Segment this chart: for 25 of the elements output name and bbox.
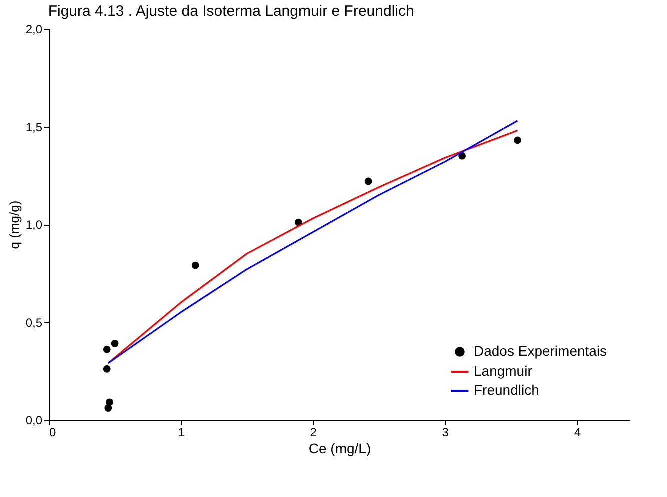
- y-tick-label: 2,0: [26, 22, 43, 36]
- point: [514, 136, 522, 144]
- x-tick-label: 4: [574, 426, 582, 440]
- y-tick-label: 1,0: [26, 218, 43, 232]
- point: [111, 340, 119, 348]
- y-tick-label: 0,0: [26, 414, 43, 428]
- point: [106, 398, 114, 406]
- legend-label: Freundlich: [474, 382, 540, 398]
- x-axis-title: Ce (mg/L): [308, 440, 372, 456]
- chart-title: Figura 4.13 . Ajuste da Isoterma Langmuir e Freundlich: [48, 3, 414, 20]
- x-tick-label: 1: [178, 426, 186, 440]
- y-tick-label: 1,5: [26, 120, 43, 134]
- point: [364, 178, 372, 186]
- x-tick-label: 3: [442, 426, 450, 440]
- point: [103, 365, 111, 373]
- point: [103, 346, 111, 354]
- y-axis-title: q (mg/g): [6, 200, 22, 250]
- legend-label: Langmuir: [474, 363, 533, 379]
- y-tick-label: 0,5: [26, 316, 43, 330]
- x-tick-label: 0: [50, 426, 56, 440]
- point: [192, 262, 200, 270]
- point: [104, 404, 112, 412]
- legend-label: Dados Experimentais: [474, 343, 608, 359]
- x-tick-label: 2: [310, 426, 318, 440]
- point: [458, 152, 466, 160]
